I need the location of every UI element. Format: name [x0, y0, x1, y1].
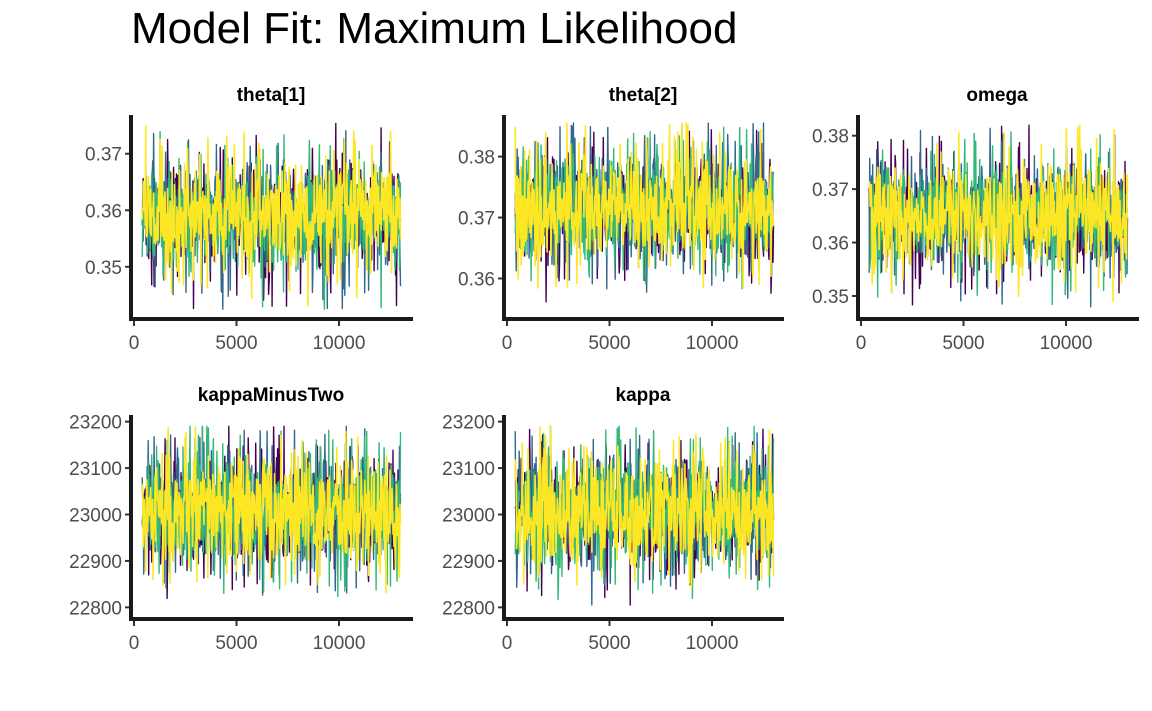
y-tick-label: 0.37	[458, 209, 495, 230]
y-tick-label: 0.35	[812, 287, 849, 308]
x-tick-label: 0	[129, 633, 140, 654]
y-tick-label: 23200	[69, 413, 122, 434]
trace-panel-theta-2-: theta[2] 0.36 0.37 0.38 0 5000 10000	[458, 85, 784, 354]
x-tick-label: 10000	[313, 633, 366, 654]
chain-4-trace	[514, 122, 775, 289]
panel-title: kappaMinusTwo	[198, 385, 344, 406]
x-tick-label: 0	[856, 333, 867, 354]
trace-panel-omega: omega 0.35 0.36 0.37 0.38 0 5000 10000	[812, 85, 1139, 354]
x-tick-label: 10000	[686, 633, 739, 654]
x-tick-label: 0	[502, 333, 513, 354]
y-tick-label: 0.37	[812, 180, 849, 201]
y-tick-label: 0.36	[458, 269, 495, 290]
x-tick-label: 5000	[215, 333, 257, 354]
y-tick-label: 23200	[442, 413, 495, 434]
y-tick-label: 22900	[442, 552, 495, 573]
y-tick-label: 0.37	[85, 145, 122, 166]
y-tick-label: 22800	[69, 598, 122, 619]
y-tick-label: 23100	[442, 459, 495, 480]
panel-title: omega	[966, 85, 1028, 106]
y-tick-label: 22800	[442, 598, 495, 619]
y-tick-label: 0.35	[85, 258, 122, 279]
chain-4-trace	[514, 425, 775, 589]
x-tick-label: 0	[502, 633, 513, 654]
chain-4-trace	[141, 125, 402, 307]
y-tick-label: 0.38	[812, 127, 849, 148]
trace-panel-theta-1-: theta[1] 0.35 0.36 0.37 0 5000 10000	[85, 85, 413, 354]
x-tick-label: 5000	[942, 333, 984, 354]
x-tick-label: 5000	[588, 333, 630, 354]
x-tick-label: 0	[129, 333, 140, 354]
trace-panel-kappaminustwo: kappaMinusTwo 22800 22900 23000 23100 23200 0 5…	[69, 385, 413, 654]
y-tick-label: 23100	[69, 459, 122, 480]
panel-title: theta[1]	[237, 85, 306, 106]
y-tick-label: 22900	[69, 552, 122, 573]
panel-title: theta[2]	[609, 85, 678, 106]
x-tick-label: 5000	[215, 633, 257, 654]
x-tick-label: 5000	[588, 633, 630, 654]
trace-panel-kappa: kappa 22800 22900 23000 23100 23200 0 5000 10000	[442, 385, 784, 654]
x-tick-label: 10000	[313, 333, 366, 354]
y-tick-label: 0.36	[812, 234, 849, 255]
x-tick-label: 10000	[686, 333, 739, 354]
y-tick-label: 0.36	[85, 201, 122, 222]
y-tick-label: 0.38	[458, 148, 495, 169]
figure-title: Model Fit: Maximum Likelihood	[131, 4, 738, 53]
chain-4-trace	[868, 124, 1129, 303]
chain-4-trace	[141, 425, 402, 594]
y-tick-label: 23000	[442, 506, 495, 527]
x-tick-label: 10000	[1040, 333, 1093, 354]
panel-title: kappa	[616, 385, 671, 406]
y-tick-label: 23000	[69, 506, 122, 527]
